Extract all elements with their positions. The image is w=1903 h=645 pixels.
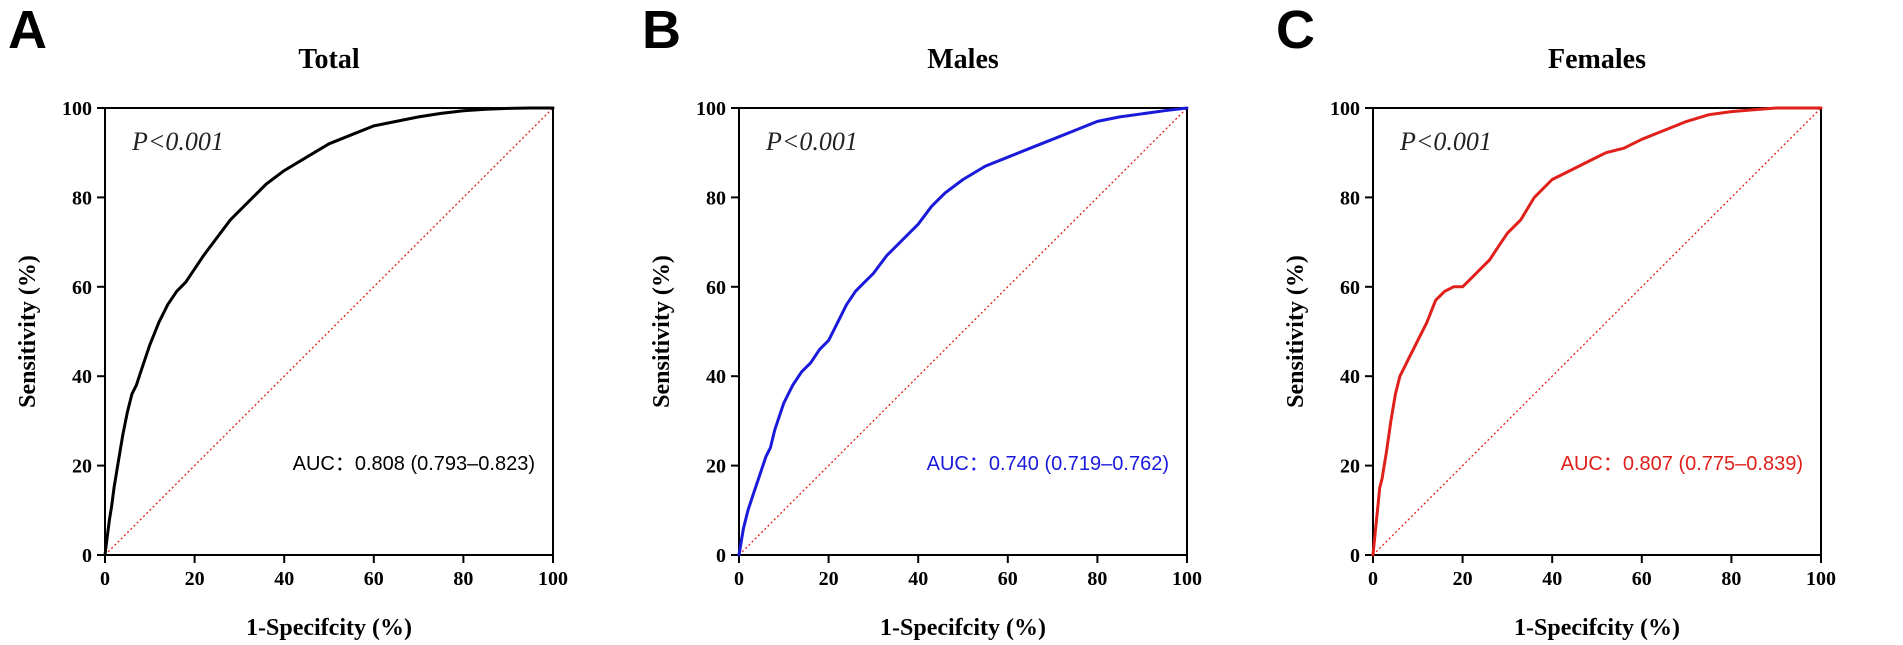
roc-curve-females [1371,106,1823,557]
y-axis-label: Sensitivity (%) [1283,255,1309,408]
y-tick-label: 40 [1340,366,1360,388]
y-tick-label: 40 [72,366,92,388]
y-tick-label: 20 [1340,456,1360,478]
plot-frame [104,107,554,556]
p-value-annotation: P<0.001 [131,127,224,156]
x-tick-label: 100 [538,568,568,590]
chart-title: Females [1548,44,1646,75]
auc-annotation: AUC：0.808 (0.793–0.823) [293,453,535,475]
roc-curve-total [103,106,555,557]
auc-annotation: AUC：0.740 (0.719–0.762) [927,453,1169,475]
p-value-annotation: P<0.001 [1399,127,1492,156]
y-tick-label: 0 [1350,545,1360,567]
y-tick-label: 100 [62,98,92,120]
x-tick-label: 20 [819,568,839,590]
reference-diagonal-line [738,107,1188,556]
y-tick-label: 0 [716,545,726,567]
y-tick-label: 80 [706,187,726,209]
x-tick-label: 40 [908,568,928,590]
x-tick-label: 40 [1542,568,1562,590]
reference-diagonal-line [104,107,554,556]
panel-letter: A [8,0,47,60]
y-tick-label: 80 [72,187,92,209]
x-axis-label: 1-Specifcity (%) [880,615,1046,641]
x-tick-label: 20 [1453,568,1473,590]
panel-letter: B [642,0,681,60]
x-tick-label: 40 [274,568,294,590]
panel-females: C Females 0 20 40 60 80 100 0 20 40 60 80 100 1-Specif… [1268,0,1902,645]
x-axis-label: 1-Specifcity (%) [1514,615,1680,641]
x-tick-label: 60 [1632,568,1652,590]
y-tick-label: 20 [706,456,726,478]
y-tick-label: 100 [696,98,726,120]
panel-letter: C [1276,0,1315,60]
y-tick-label: 100 [1330,98,1360,120]
y-tick-label: 60 [706,277,726,299]
x-tick-label: 80 [1087,568,1107,590]
y-tick-label: 80 [1340,187,1360,209]
y-tick-label: 60 [1340,277,1360,299]
y-axis-label: Sensitivity (%) [15,255,41,408]
panel-males: B Males 0 20 40 60 80 100 0 20 40 60 80 100 1-Specifci… [634,0,1268,645]
roc-chart-males: B Males 0 20 40 60 80 100 0 20 40 60 80 100 1-Specifci… [642,0,1202,641]
x-tick-label: 60 [998,568,1018,590]
reference-diagonal-line [1372,107,1822,556]
x-tick-label: 80 [453,568,473,590]
x-tick-label: 0 [100,568,110,590]
x-tick-label: 100 [1806,568,1836,590]
x-tick-label: 80 [1721,568,1741,590]
y-tick-label: 40 [706,366,726,388]
x-tick-label: 0 [734,568,744,590]
y-axis-label: Sensitivity (%) [649,255,675,408]
chart-title: Total [298,44,359,75]
roc-chart-females: C Females 0 20 40 60 80 100 0 20 40 60 80 100 1-Specif… [1276,0,1836,641]
x-tick-label: 0 [1368,568,1378,590]
y-tick-label: 20 [72,456,92,478]
plot-frame [738,107,1188,556]
roc-chart-total: A Total 0 20 40 60 80 100 0 20 40 60 80 100 1-Specifci… [8,0,568,641]
auc-annotation: AUC：0.807 (0.775–0.839) [1561,453,1803,475]
x-axis-label: 1-Specifcity (%) [246,615,412,641]
x-tick-label: 60 [364,568,384,590]
panel-total: A Total 0 20 40 60 80 100 0 20 40 60 80 100 1-Specifci… [0,0,634,645]
y-tick-label: 0 [82,545,92,567]
plot-frame [1372,107,1822,556]
roc-curve-males [737,106,1189,557]
y-tick-label: 60 [72,277,92,299]
p-value-annotation: P<0.001 [765,127,858,156]
x-tick-label: 100 [1172,568,1202,590]
chart-title: Males [927,44,999,75]
x-tick-label: 20 [185,568,205,590]
